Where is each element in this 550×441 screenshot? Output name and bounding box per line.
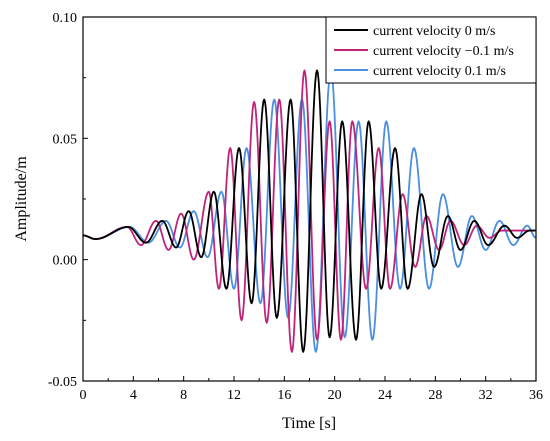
legend-label: current velocity 0 m/s xyxy=(373,24,495,39)
y-axis-label: Amplitude/m xyxy=(13,156,30,242)
series-line xyxy=(83,69,536,353)
x-tick-label: 8 xyxy=(180,388,187,403)
x-tick-label: 12 xyxy=(227,388,241,403)
x-tick-label: 0 xyxy=(80,388,87,403)
y-axis: -0.05 0.00 0.05 0.10 xyxy=(48,11,88,390)
x-tick-label: 16 xyxy=(277,388,291,403)
x-axis: 0 4 8 12 16 20 24 28 32 36 xyxy=(80,376,543,403)
x-tick-label: 32 xyxy=(479,388,493,403)
x-tick-label: 4 xyxy=(130,388,137,403)
y-tick-label: 0.05 xyxy=(53,132,78,147)
series-layer xyxy=(83,69,536,353)
legend-label: current velocity −0.1 m/s xyxy=(373,44,514,59)
y-tick-label: -0.05 xyxy=(48,375,77,390)
x-tick-label: 20 xyxy=(328,388,342,403)
legend-label: current velocity 0.1 m/s xyxy=(373,64,506,79)
y-tick-label: 0.00 xyxy=(53,254,78,269)
x-tick-label: 36 xyxy=(529,388,543,403)
x-axis-label: Time [s] xyxy=(282,415,336,432)
x-tick-label: 24 xyxy=(378,388,392,403)
legend: current velocity 0 m/s current velocity −… xyxy=(325,16,537,84)
x-tick-label: 28 xyxy=(428,388,442,403)
y-tick-label: 0.10 xyxy=(53,11,78,26)
